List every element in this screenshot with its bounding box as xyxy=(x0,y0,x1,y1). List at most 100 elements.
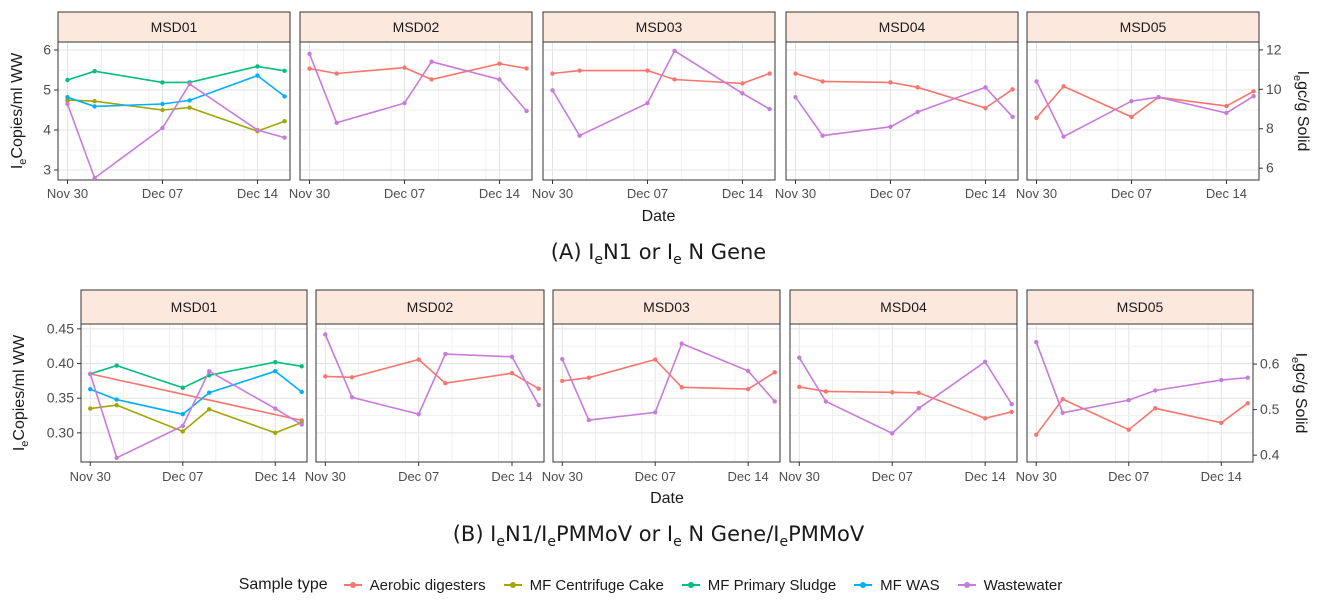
data-point xyxy=(255,64,260,69)
data-point xyxy=(180,385,185,390)
facet-label: MSD02 xyxy=(393,19,440,35)
series-line xyxy=(66,82,285,180)
plot-area xyxy=(58,42,290,180)
facet-strip xyxy=(315,289,545,325)
series-line xyxy=(561,342,776,421)
data-point xyxy=(187,105,192,110)
data-point xyxy=(772,370,777,375)
data-point xyxy=(772,399,777,404)
data-point xyxy=(888,124,893,129)
x-tick-label: Dec 07 xyxy=(870,186,911,201)
data-point xyxy=(349,375,355,380)
series-line xyxy=(308,53,528,124)
data-point xyxy=(823,389,829,394)
series-line xyxy=(309,62,527,81)
facet-strip xyxy=(789,289,1018,325)
legend-key xyxy=(342,578,364,592)
data-point xyxy=(1251,89,1256,94)
facet-strip xyxy=(552,289,781,325)
panel-a: MSD01 Nov 30 Dec 07 Dec 14 3 4 5 6 MSD02 Nov 30 De… xyxy=(9,11,1311,225)
x-tick-label: Nov 30 xyxy=(779,469,820,484)
data-point xyxy=(536,386,541,391)
series-line xyxy=(1035,85,1254,119)
data-point xyxy=(402,65,407,70)
data-point xyxy=(1060,396,1065,402)
x-tick-label: Nov 30 xyxy=(532,186,573,201)
facet-msd05: MSD05 Nov 30 Dec 07 Dec 14 xyxy=(1016,289,1254,484)
series-aerobic-digesters xyxy=(307,61,529,82)
data-point xyxy=(793,95,798,100)
data-point xyxy=(823,399,829,404)
data-point xyxy=(982,359,988,365)
data-point xyxy=(653,410,658,415)
plot-area xyxy=(786,42,1018,180)
x-tick-label: Dec 14 xyxy=(491,469,532,484)
data-point xyxy=(1129,114,1134,120)
data-point xyxy=(1129,98,1134,104)
series-aerobic-digesters xyxy=(793,71,1015,111)
legend-key xyxy=(502,578,524,592)
y-tick-label: 4 xyxy=(43,122,51,138)
legend-key xyxy=(852,578,874,592)
series-line xyxy=(795,72,1014,109)
data-point xyxy=(187,98,192,103)
data-point xyxy=(983,105,988,111)
series-mf-primary-sludge xyxy=(65,64,287,85)
data-point xyxy=(160,101,165,107)
x-tick-label: Nov 30 xyxy=(1016,186,1057,201)
data-point xyxy=(1034,115,1039,121)
x-tick-label: Dec 07 xyxy=(1111,186,1152,201)
legend-item-aerobic-digesters: Aerobic digesters xyxy=(342,577,486,594)
data-point xyxy=(273,359,278,365)
y-tick-label: 0.30 xyxy=(47,424,74,440)
y-right-tick-label: 10 xyxy=(1266,81,1282,97)
data-point xyxy=(1010,114,1015,120)
plot-border xyxy=(57,41,291,181)
series-line xyxy=(799,386,1012,420)
data-point xyxy=(1245,401,1250,406)
data-point xyxy=(206,390,212,395)
x-tick-label: Nov 30 xyxy=(70,469,111,484)
y-tick-label: 5 xyxy=(43,82,51,98)
data-point xyxy=(740,91,745,96)
facet-msd04: MSD04 Nov 30 Dec 07 Dec 14 xyxy=(779,289,1018,484)
data-point xyxy=(299,422,304,427)
x-tick-label: Dec 07 xyxy=(162,469,203,484)
data-point xyxy=(88,386,93,392)
data-point xyxy=(206,368,212,374)
series-line xyxy=(67,65,285,84)
data-point xyxy=(92,175,97,181)
x-tick-label: Dec 07 xyxy=(872,469,913,484)
legend-item-mf-primary-sludge: MF Primary Sludge xyxy=(680,577,836,594)
y-tick-label: 0.40 xyxy=(47,355,74,371)
data-point xyxy=(1224,103,1229,109)
data-point xyxy=(92,69,97,74)
plot-area xyxy=(300,42,532,180)
facet-msd02: MSD02 Nov 30 Dec 07 Dec 14 xyxy=(289,11,533,201)
y-axis-title-right: Iegc/g Solid xyxy=(1291,71,1311,152)
facet-msd02: MSD02 Nov 30 Dec 07 Dec 14 xyxy=(305,289,545,484)
data-point xyxy=(1156,95,1161,100)
data-point xyxy=(160,107,165,113)
series-line xyxy=(324,334,540,416)
data-point xyxy=(645,100,650,106)
data-point xyxy=(888,80,893,85)
x-tick-label: Dec 14 xyxy=(722,186,763,201)
data-point xyxy=(577,133,582,138)
x-tick-label: Nov 30 xyxy=(289,186,330,201)
plot-border xyxy=(789,323,1018,463)
x-tick-label: Dec 07 xyxy=(635,469,676,484)
data-point xyxy=(983,85,988,90)
y-tick-label: 0.45 xyxy=(47,320,74,336)
facet-label: MSD01 xyxy=(171,299,218,315)
legend-item-mf-was: MF WAS xyxy=(852,577,940,594)
data-point xyxy=(1061,84,1066,89)
series-mf-was xyxy=(88,368,304,417)
data-point xyxy=(915,109,920,115)
data-point xyxy=(334,71,339,76)
x-tick-label: Dec 14 xyxy=(479,186,520,201)
facet-msd03: MSD03 Nov 30 Dec 07 Dec 14 xyxy=(532,11,776,201)
data-point xyxy=(745,386,751,392)
